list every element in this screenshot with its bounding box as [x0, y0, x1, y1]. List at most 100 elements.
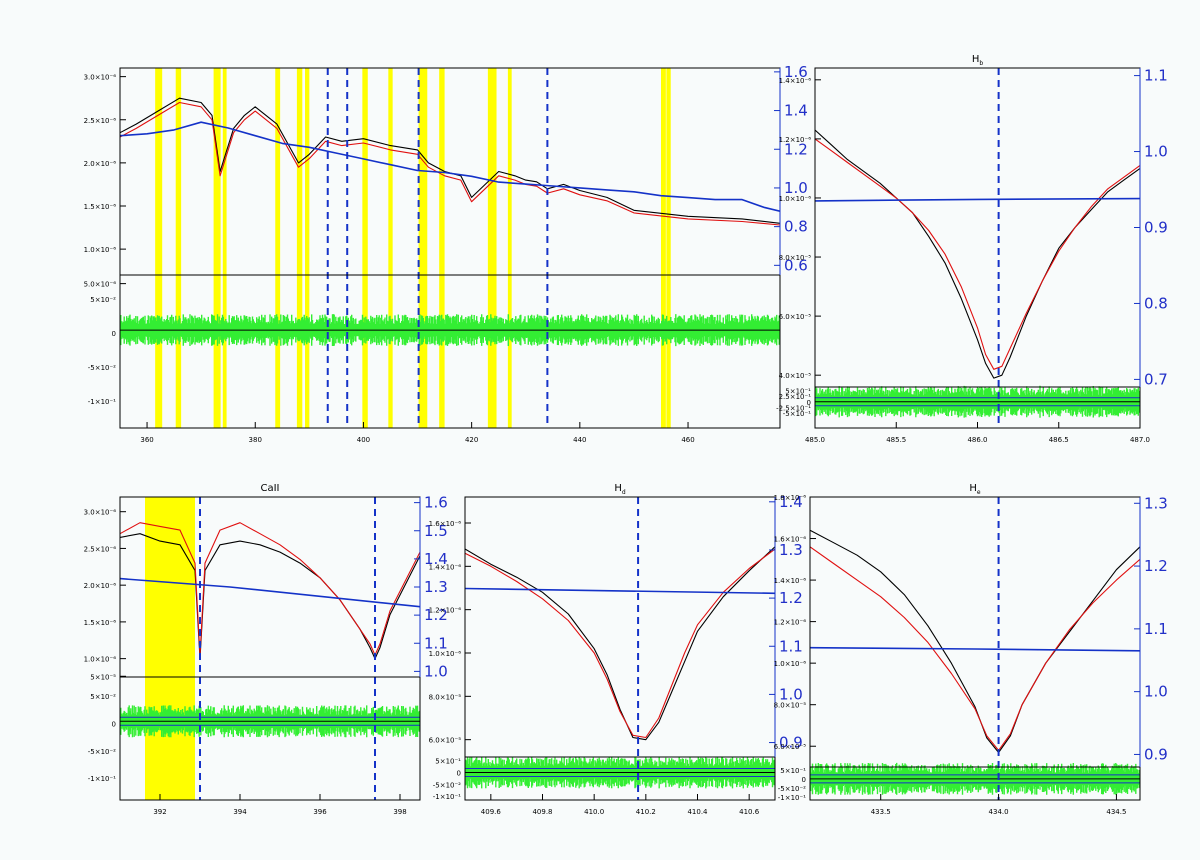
y-tick-label: 1.2×10⁻⁶ — [779, 136, 812, 144]
yellow-band — [155, 68, 163, 428]
right-tick-label: 1.5 — [424, 522, 448, 540]
right-tick-label: 1.3 — [424, 578, 448, 596]
x-tick-label: 434.0 — [989, 808, 1009, 816]
chart-title-subscript: b — [979, 60, 983, 67]
yellow-band — [145, 497, 195, 800]
right-tick-label: 1.0 — [424, 662, 448, 680]
yellow-band — [439, 68, 445, 428]
residual-tick-label: -5×10⁻² — [88, 364, 116, 372]
residual-tick-label: -5×10⁻² — [778, 785, 806, 793]
chart-title-main: H — [972, 54, 980, 65]
axes-frame — [814, 67, 1141, 429]
right-tick-label: 1.0 — [1144, 143, 1168, 161]
series-line-1 — [465, 548, 775, 739]
y-tick-label: 1.0×10⁻⁶ — [84, 656, 117, 664]
right-tick-label: 1.4 — [424, 550, 448, 568]
x-tick-label: 409.6 — [481, 808, 502, 816]
series-line-2 — [810, 646, 1140, 652]
y-tick-label: 2.5×10⁻⁶ — [84, 117, 117, 125]
yellow-band — [660, 68, 666, 428]
y-tick-label: 1.0×10⁻⁶ — [429, 650, 462, 658]
y-tick-label: 1.6×10⁻⁶ — [429, 520, 462, 528]
x-tick-label: 396 — [313, 808, 327, 816]
y-tick-label: 1.4×10⁻⁶ — [774, 577, 807, 585]
x-tick-label: 400 — [357, 436, 370, 444]
right-tick-label: 1.4 — [784, 102, 808, 120]
residual-tick-label: -5×10⁻² — [88, 748, 116, 756]
residual-tick-label: -5×10⁻¹ — [783, 410, 811, 418]
y-tick-label: 1.2×10⁻⁶ — [429, 607, 462, 615]
right-tick-label: 0.8 — [1144, 294, 1168, 312]
yellow-band — [362, 68, 368, 428]
y-tick-label: 1.6×10⁻⁶ — [774, 536, 807, 544]
residual-tick-label: 0 — [807, 399, 811, 407]
plot-area-hd — [465, 497, 775, 800]
x-tick-label: 409.8 — [532, 808, 552, 816]
y-tick-label: 5×10⁻⁵ — [90, 673, 116, 681]
x-tick-label: 394 — [233, 808, 247, 816]
residual-tick-label: 0 — [112, 720, 116, 728]
x-tick-label: 410.6 — [739, 808, 760, 816]
right-tick-label: 1.1 — [1144, 67, 1168, 85]
x-tick-label: 460 — [681, 436, 694, 444]
y-tick-label: 1.0×10⁻⁶ — [84, 246, 117, 254]
x-tick-label: 420 — [465, 436, 478, 444]
y-tick-label: 1.2×10⁻⁶ — [774, 619, 807, 627]
y-tick-label: 8.0×10⁻⁵ — [779, 254, 812, 262]
series-line-0 — [815, 129, 1140, 379]
chart-title-subscript: d — [622, 489, 626, 496]
y-tick-label: 6.0×10⁻⁵ — [774, 743, 807, 751]
residual-tick-label: -5×10⁻² — [433, 781, 461, 789]
panel-he: 433.5 434.0 434.5 6.0×10⁻⁵ 8.0×10⁻⁵ 1.0×10⁻⁶ 1… — [774, 483, 1168, 816]
x-tick-label: 433.5 — [871, 808, 891, 816]
panel-hb: 485.0 485.5 486.0 486.5 487.0 4.0×10⁻⁵ 6.0×10⁻… — [776, 54, 1168, 444]
right-tick-label: 0.9 — [779, 734, 803, 752]
series-line-0 — [465, 546, 775, 741]
series-line-1 — [120, 101, 780, 226]
right-tick-label: 0.8 — [784, 218, 808, 236]
residual-tick-label: -1×10⁻¹ — [778, 794, 806, 802]
residual-tick-label: 0 — [457, 769, 461, 777]
residual-tick-label: 5×10⁻¹ — [780, 767, 806, 775]
chart-title-main: H — [614, 483, 622, 494]
y-tick-label: 3.0×10⁻⁶ — [84, 509, 117, 517]
yellow-band — [296, 68, 303, 428]
yellow-band — [507, 68, 512, 428]
plot-area-he — [810, 497, 1140, 800]
right-tick-label: 1.1 — [1144, 620, 1168, 638]
x-tick-label: 486.5 — [1049, 436, 1069, 444]
x-tick-label: 440 — [573, 436, 586, 444]
right-tick-label: 1.0 — [779, 685, 803, 703]
residual-tick-label: 5×10⁻² — [90, 296, 116, 304]
x-tick-label: 485.5 — [886, 436, 906, 444]
y-tick-label: 2.0×10⁻⁶ — [84, 582, 117, 590]
yellow-band — [213, 68, 221, 428]
right-tick-label: 1.3 — [1144, 494, 1168, 512]
residual-tick-label: -2.5×10⁻¹ — [776, 404, 811, 412]
residual-tick-label: 5×10⁻¹ — [435, 758, 461, 766]
residual-tick-label: 2.5×10⁻¹ — [779, 393, 812, 401]
right-tick-label: 1.6 — [424, 494, 448, 512]
right-tick-label: 1.0 — [1144, 683, 1168, 701]
residual-tick-label: -1×10⁻¹ — [88, 398, 116, 406]
plot-area-caii — [120, 497, 420, 800]
residual-tick-label: 0 — [112, 330, 116, 338]
right-tick-label: 0.9 — [1144, 745, 1168, 763]
x-tick-label: 410.2 — [636, 808, 656, 816]
right-tick-label: 1.4 — [779, 493, 803, 511]
panel-overview: 360 380 400 420 440 460 5.0×10⁻⁶ 1.0×10⁻⁶ 1.5×10… — [84, 63, 808, 444]
series-line-2 — [120, 121, 780, 212]
y-tick-label: 1.5×10⁻⁶ — [84, 619, 117, 627]
residual-tick-label: 5×10⁻¹ — [785, 387, 811, 395]
y-tick-label: 1.0×10⁻⁶ — [774, 660, 807, 668]
y-tick-label: 8.0×10⁻⁵ — [774, 702, 807, 710]
y-tick-label: 2.0×10⁻⁶ — [84, 160, 117, 168]
yellow-band — [222, 68, 227, 428]
y-tick-label: 1.4×10⁻⁶ — [429, 563, 462, 571]
residual-tick-label: 0 — [802, 776, 806, 784]
y-tick-label: 1.4×10⁻⁶ — [779, 77, 812, 85]
y-tick-label: 8.0×10⁻⁵ — [429, 693, 462, 701]
yellow-band — [418, 68, 428, 428]
right-tick-label: 0.6 — [784, 256, 808, 274]
